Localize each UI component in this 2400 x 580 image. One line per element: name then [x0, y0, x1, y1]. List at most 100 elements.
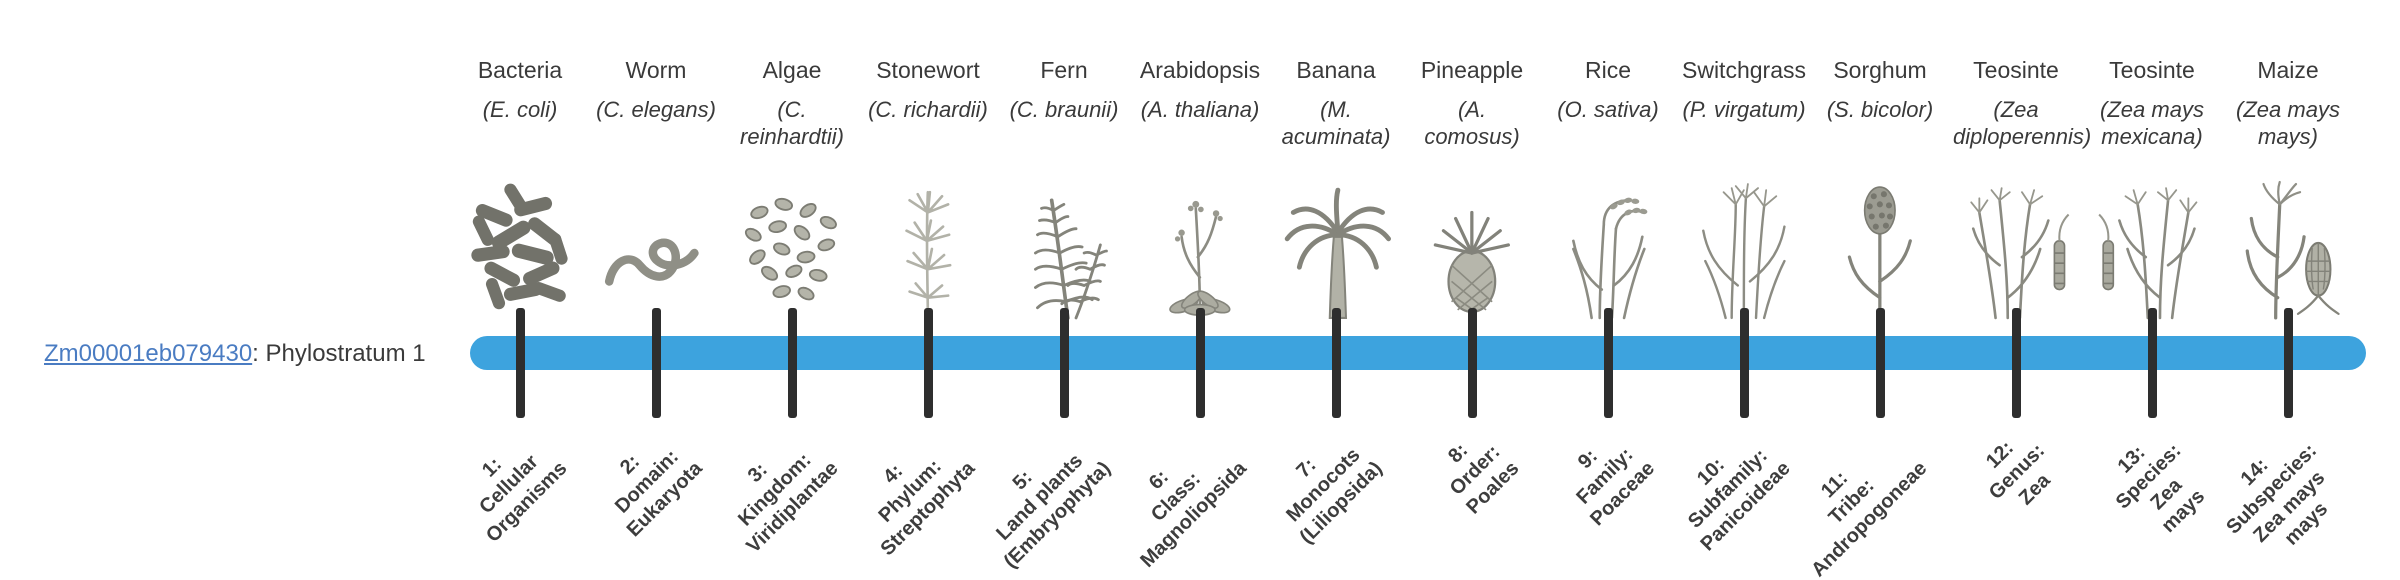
tick-cell	[724, 308, 860, 418]
organism-scientific-name: (O. sativa)	[1557, 97, 1659, 122]
tick-cell	[1268, 308, 1404, 418]
organism-scientific-name: (A. thaliana)	[1140, 97, 1260, 122]
organism-scientific-name: (E. coli)	[482, 97, 558, 122]
organism-name: Pineapple	[1420, 57, 1524, 83]
banana-icon	[1275, 172, 1397, 322]
phylostratum-tick	[2283, 308, 2293, 418]
organism-scientific-name: (C. richardii)	[868, 97, 988, 122]
organism-name: Algae	[762, 57, 822, 83]
tick-cell	[2084, 308, 2220, 418]
ticks-row	[452, 308, 2356, 418]
stratum-label: 11: Tribe: Andropogoneae	[1806, 457, 1931, 580]
stratum-label: 3: Kingdom: Viridiplantae	[734, 449, 843, 558]
stonewort-icon	[867, 172, 989, 322]
stratum-label: 7: Monocots (Liliopsida)	[1282, 444, 1387, 549]
organism-column: Sorghum (S. bicolor)	[1812, 56, 1948, 322]
organism-name: Banana	[1296, 57, 1376, 83]
phylostratum-tick	[1331, 308, 1341, 418]
phylostratum-tick	[515, 308, 525, 418]
organism-column: Algae (C. reinhardtii)	[724, 56, 860, 322]
stratum-label: 9: Family: Poaceae	[1572, 443, 1659, 531]
stratum-label: 14: Subspecies: Zea mays mays	[2222, 439, 2333, 550]
organism-scientific-name: (Zea mays mexicana)	[2100, 97, 2204, 149]
phylostratum-tick	[1603, 308, 1613, 418]
tick-cell	[2220, 308, 2356, 418]
gene-id-link[interactable]: Zm00001eb079430	[44, 340, 253, 367]
organism-name: Rice	[1584, 57, 1631, 83]
organism-scientific-name: (S. bicolor)	[1826, 97, 1934, 122]
phylostratum-tick	[1739, 308, 1749, 418]
tick-cell	[1948, 308, 2084, 418]
organism-name: Stonewort	[876, 57, 980, 83]
organism-column: Maize (Zea mays mays)	[2220, 56, 2356, 322]
teosinte-mexicana-icon	[2091, 172, 2213, 322]
organism-scientific-name: (C. reinhardtii)	[740, 97, 844, 149]
phylostratum-tick	[1467, 308, 1477, 418]
tick-cell	[996, 308, 1132, 418]
phylostratum-bar	[470, 336, 2366, 370]
tick-cell	[588, 308, 724, 418]
organism-column: Fern (C. braunii)	[996, 56, 1132, 322]
fern-icon	[1003, 172, 1125, 322]
rice-icon	[1547, 172, 1669, 322]
arabidopsis-icon	[1139, 172, 1261, 322]
organism-scientific-name: (C. elegans)	[596, 97, 716, 122]
organism-scientific-name: (C. braunii)	[1009, 97, 1119, 122]
phylostratum-tick	[2147, 308, 2157, 418]
organism-name: Maize	[2257, 57, 2319, 83]
organism-name: Bacteria	[477, 57, 563, 83]
tick-cell	[1540, 308, 1676, 418]
organism-name: Teosinte	[1973, 57, 2059, 83]
organism-scientific-name: (P. virgatum)	[1682, 97, 1806, 122]
worm-icon	[595, 172, 717, 322]
tick-cell	[1676, 308, 1812, 418]
stratum-label: 13: Species: Zea mays	[2111, 439, 2209, 538]
switchgrass-icon	[1683, 172, 1805, 322]
organism-column: Rice (O. sativa)	[1540, 56, 1676, 322]
stratum-label: 6: Class: Magnoliopsida	[1136, 457, 1251, 572]
phylostratum-tick	[651, 308, 661, 418]
stratum-label: 4: Phylum: Streptophyta	[874, 455, 979, 560]
sorghum-icon	[1819, 172, 1941, 322]
organism-scientific-name: (M. acuminata)	[1281, 97, 1391, 149]
stratum-label: 8: Order: Poales	[1443, 439, 1523, 519]
phylostratum-tick	[2011, 308, 2021, 418]
organism-scientific-name: (Zea diploperennis)	[1953, 97, 2092, 149]
stratum-label: 10: Subfamily: Panicoideae	[1684, 445, 1795, 556]
organism-scientific-name: (A. comosus)	[1424, 97, 1520, 149]
pineapple-icon	[1411, 172, 1533, 322]
teosinte-diploperennis-icon	[1955, 172, 2077, 322]
organism-name: Worm	[625, 57, 687, 83]
algae-icon	[731, 172, 853, 322]
organism-column: Bacteria (E. coli)	[452, 56, 588, 322]
organism-column: Stonewort (C. richardii)	[860, 56, 996, 322]
organism-scientific-name: (Zea mays mays)	[2236, 97, 2340, 149]
phylostratum-tick	[787, 308, 797, 418]
organism-column: Worm (C. elegans)	[588, 56, 724, 322]
organism-column: Teosinte (Zea mays mexicana)	[2084, 56, 2220, 322]
tick-cell	[1404, 308, 1540, 418]
organism-name: Teosinte	[2109, 57, 2195, 83]
tick-cell	[1812, 308, 1948, 418]
phylostratum-tick	[1875, 308, 1885, 418]
stratum-label: 5: Land plants (Embryophyta)	[992, 450, 1115, 573]
organism-name: Arabidopsis	[1139, 57, 1261, 83]
tick-cell	[1132, 308, 1268, 418]
stratum-label: 2: Domain: Eukaryota	[611, 445, 707, 542]
tick-cell	[860, 308, 996, 418]
organism-column: Arabidopsis (A. thaliana)	[1132, 56, 1268, 322]
organism-name: Switchgrass	[1682, 57, 1806, 83]
phylostratum-tick	[1195, 308, 1205, 418]
organisms-row: Bacteria (E. coli) Worm (C. elegans) Alg…	[452, 56, 2356, 322]
organism-column: Teosinte (Zea diploperennis)	[1948, 56, 2092, 322]
phylostratum-tick	[1059, 308, 1069, 418]
bacteria-icon	[459, 172, 581, 322]
organism-column: Banana (M. acuminata)	[1268, 56, 1404, 322]
phylostratum-tick	[923, 308, 933, 418]
maize-icon	[2227, 172, 2349, 322]
organism-column: Switchgrass (P. virgatum)	[1676, 56, 1812, 322]
stratum-label: 1: Cellular Organisms	[475, 450, 571, 547]
organism-name: Sorghum	[1833, 57, 1927, 83]
phylostratum-text: : Phylostratum 1	[252, 340, 426, 367]
